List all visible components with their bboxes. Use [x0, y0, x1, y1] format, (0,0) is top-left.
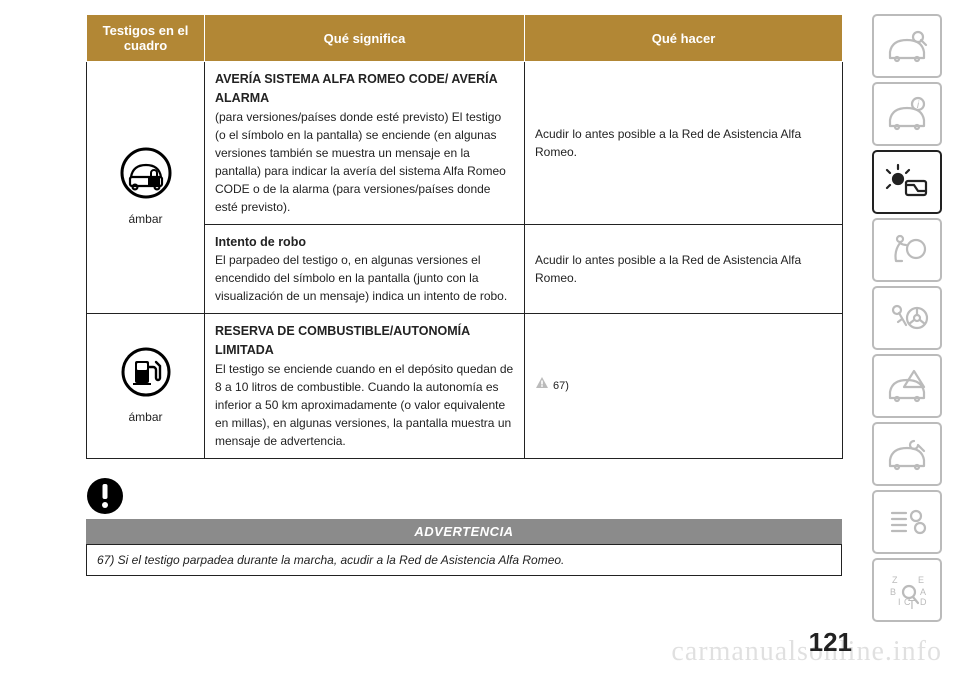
section-sidebar: i ZEBAICDT: [872, 14, 942, 622]
icon-cell-fuel: ámbar: [87, 314, 205, 459]
warning-lights-table: Testigos en el cuadro Qué significa Qué …: [86, 14, 843, 459]
warning-triangle-icon: [535, 376, 549, 396]
svg-text:A: A: [920, 587, 926, 597]
amber-label-1: ámbar: [93, 210, 198, 228]
meaning-body-1: (para versiones/países donde esté previs…: [215, 110, 506, 214]
car-lock-icon: [118, 147, 174, 204]
icon-cell-car-lock: ámbar: [87, 62, 205, 314]
advertencia-bar: ADVERTENCIA: [86, 519, 842, 544]
meaning-cell-3: RESERVA DE COMBUSTIBLE/AUTONOMÍA LIMITAD…: [205, 314, 525, 459]
meaning-title-1: AVERÍA SISTEMA ALFA ROMEO CODE/ AVERÍA A…: [215, 72, 497, 105]
fuel-pump-icon: [120, 347, 172, 402]
sidebar-alphabet[interactable]: ZEBAICDT: [872, 558, 942, 622]
action-cell-3: 67): [525, 314, 843, 459]
meaning-body-2: El parpadeo del testigo o, en algunas ve…: [215, 253, 507, 303]
sidebar-airbag[interactable]: [872, 218, 942, 282]
sidebar-car-wrench[interactable]: [872, 422, 942, 486]
svg-text:E: E: [918, 575, 924, 585]
amber-label-2: ámbar: [93, 408, 198, 426]
watermark: carmanualsonline.info: [671, 636, 942, 668]
meaning-body-3: El testigo se enciende cuando en el depó…: [215, 362, 513, 448]
sidebar-car-info[interactable]: i: [872, 82, 942, 146]
action-1: Acudir lo antes posible a la Red de Asis…: [535, 127, 801, 159]
warning-circle-icon: [86, 477, 124, 515]
meaning-cell-1: AVERÍA SISTEMA ALFA ROMEO CODE/ AVERÍA A…: [205, 62, 525, 225]
advertencia-note: 67) Si el testigo parpadea durante la ma…: [87, 544, 842, 575]
svg-text:D: D: [920, 597, 927, 607]
svg-text:B: B: [890, 587, 896, 597]
meaning-title-3: RESERVA DE COMBUSTIBLE/AUTONOMÍA LIMITAD…: [215, 324, 470, 357]
action-2: Acudir lo antes posible a la Red de Asis…: [535, 253, 801, 285]
action-cell-1: Acudir lo antes posible a la Red de Asis…: [525, 62, 843, 225]
svg-text:I: I: [898, 597, 901, 607]
action-cell-2: Acudir lo antes posible a la Red de Asis…: [525, 224, 843, 314]
th-testigos: Testigos en el cuadro: [87, 15, 205, 62]
meaning-cell-2: Intento de robo El parpadeo del testigo …: [205, 224, 525, 314]
action-note-3: 67): [553, 378, 569, 395]
th-significa: Qué significa: [205, 15, 525, 62]
advertencia-table: 67) Si el testigo parpadea durante la ma…: [86, 544, 842, 576]
sidebar-list-gears[interactable]: [872, 490, 942, 554]
sidebar-warning-light[interactable]: [872, 150, 942, 214]
sidebar-car-search[interactable]: [872, 14, 942, 78]
sidebar-car-hazard[interactable]: [872, 354, 942, 418]
sidebar-key-wheel[interactable]: [872, 286, 942, 350]
th-hacer: Qué hacer: [525, 15, 843, 62]
meaning-title-2: Intento de robo: [215, 235, 306, 249]
svg-text:Z: Z: [892, 575, 898, 585]
